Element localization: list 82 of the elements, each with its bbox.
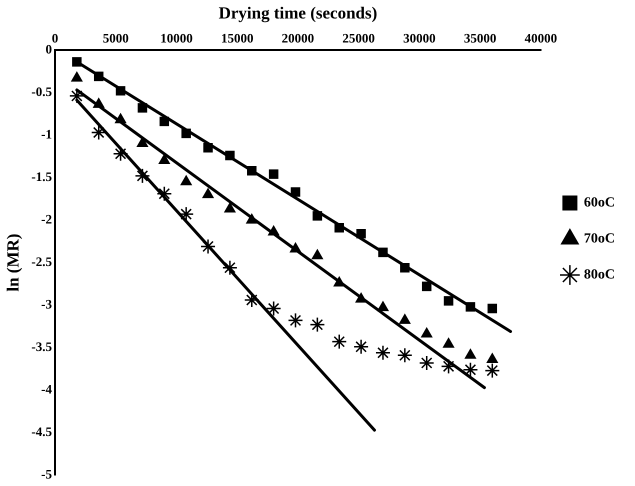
point (464, 348, 476, 359)
x-tick-label: 15000 (220, 30, 254, 46)
point (69, 88, 85, 104)
point (72, 57, 82, 67)
point (400, 262, 410, 272)
x-tick-label: 5000 (102, 30, 129, 46)
x-tick-label: 30000 (403, 30, 436, 46)
point (377, 301, 389, 312)
point (442, 338, 454, 348)
y-tick-label: -2.5 (31, 254, 52, 269)
point (222, 260, 238, 276)
y-tick-label: -3.5 (31, 339, 52, 354)
point (375, 344, 391, 360)
x-tick-label: 20000 (282, 30, 314, 46)
point (180, 175, 192, 186)
point (246, 214, 258, 224)
point (378, 248, 388, 258)
point (94, 72, 104, 82)
point (138, 103, 148, 113)
point (353, 339, 369, 355)
point (134, 168, 150, 184)
point (312, 211, 322, 221)
point (93, 98, 104, 108)
point (268, 169, 278, 179)
point (90, 124, 106, 140)
y-axis-title: ln (MR) (4, 234, 23, 292)
y-tick-label: 0 (45, 41, 52, 56)
y-tick-label: -1 (41, 126, 52, 142)
legend-label: 70oC (584, 232, 616, 247)
y-tick-label: -2 (41, 211, 52, 226)
y-tick-label: -5 (41, 466, 52, 482)
point (202, 188, 214, 198)
x-tick-label: 10000 (160, 30, 193, 46)
point (355, 292, 367, 303)
y-tick-label: -1.5 (31, 168, 52, 184)
point (268, 225, 280, 236)
point (484, 362, 500, 378)
point (422, 282, 432, 292)
point (266, 300, 282, 316)
point (444, 296, 454, 306)
point (288, 312, 304, 328)
point (290, 242, 302, 252)
point (488, 304, 498, 314)
x-tick-label: 25000 (342, 30, 375, 46)
point (136, 137, 148, 148)
point (418, 355, 434, 371)
point (312, 249, 324, 260)
point (224, 202, 236, 213)
point (399, 314, 411, 324)
point (397, 348, 413, 364)
point (160, 116, 170, 126)
point (331, 334, 347, 350)
point (462, 362, 478, 378)
y-tick-label: -0.5 (31, 84, 52, 99)
point (156, 186, 172, 202)
x-axis-title: Drying time (seconds) (218, 4, 378, 23)
point (334, 276, 345, 287)
point (181, 128, 191, 138)
point (290, 187, 300, 197)
point (310, 316, 326, 332)
point (247, 166, 257, 176)
y-tick-label: -4.5 (31, 424, 52, 440)
point (421, 328, 432, 338)
y-tick-label: -4 (41, 382, 52, 397)
point (112, 146, 128, 162)
point (334, 222, 344, 232)
point (71, 72, 83, 82)
point (200, 238, 216, 254)
point (466, 302, 476, 312)
x-tick-label: 40000 (524, 30, 558, 46)
legend-label: 80oC (584, 268, 616, 283)
point (203, 143, 213, 153)
y-tick-label: -3 (41, 296, 52, 312)
point (225, 150, 235, 160)
point (486, 353, 498, 364)
point (116, 86, 126, 96)
point (114, 113, 126, 124)
point (356, 228, 366, 238)
point (440, 358, 456, 374)
x-tick-label: 35000 (464, 30, 496, 46)
point (158, 154, 170, 164)
legend-label: 60oC (584, 196, 616, 211)
